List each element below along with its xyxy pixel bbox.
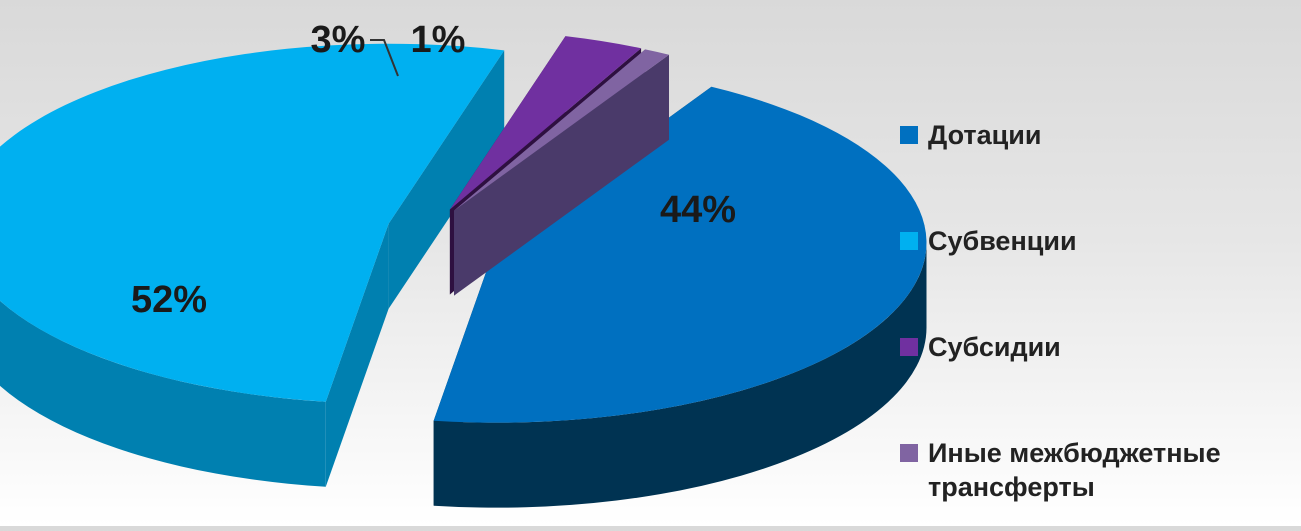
legend-swatch-dotacii (900, 126, 918, 144)
slice-side-inye-transferty (454, 54, 670, 296)
slice-side-subvencii (325, 223, 389, 487)
legend-label-dotacii: Дотации (928, 120, 1042, 150)
legend-label-subvencii: Субвенции (928, 226, 1077, 256)
slice-top-subsidii (449, 36, 642, 210)
slice-top-inye-transferty (454, 49, 670, 211)
data-label-inye-transferty: 1% (411, 19, 466, 61)
slice-wall-dotacii (433, 242, 927, 508)
leader-line-subsidii (370, 39, 399, 77)
slice-top-subvencii (0, 43, 505, 402)
legend-item-subsidii: Субсидии (900, 330, 1298, 364)
legend-swatch-inye-transferty (900, 444, 918, 462)
legend-label-subsidii: Субсидии (928, 332, 1061, 362)
data-label-dotacii: 44% (660, 189, 736, 231)
legend-item-inye-transferty: Иные межбюджетные трансферты (900, 436, 1298, 504)
legend-swatch-subvencii (900, 232, 918, 250)
data-label-subsidii: 3% (311, 19, 366, 61)
legend-item-subvencii: Субвенции (900, 224, 1298, 258)
slice-side-subvencii (388, 50, 505, 309)
slice-wall-subvencii (0, 300, 326, 487)
legend-label-inye-transferty: Иные межбюджетные трансферты (928, 438, 1221, 502)
slice-top-dotacii (433, 86, 927, 423)
legend-swatch-subsidii (900, 338, 918, 356)
data-label-subvencii: 52% (131, 279, 207, 321)
slice-inye-transferty (454, 49, 670, 296)
slice-subvencii (0, 43, 505, 487)
legend-item-dotacii: Дотации (900, 118, 1298, 152)
